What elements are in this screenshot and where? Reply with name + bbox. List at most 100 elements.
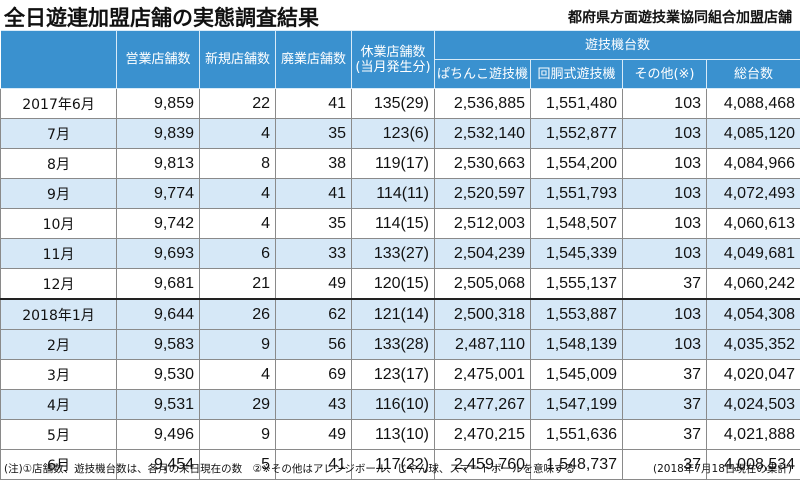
col-header-stores: 営業店舗数 [117, 31, 200, 89]
cell-stores: 9,774 [117, 179, 200, 209]
cell-new: 9 [200, 420, 276, 450]
cell-suspended: 133(27) [352, 239, 435, 269]
cell-new: 9 [200, 330, 276, 360]
cell-suspended: 123(17) [352, 360, 435, 390]
col-header-other: その他(※) [623, 60, 707, 89]
cell-slot: 1,552,877 [531, 119, 623, 149]
cell-stores: 9,693 [117, 239, 200, 269]
col-header-pachinko: ぱちんこ遊技機 [435, 60, 531, 89]
cell-total: 4,024,503 [707, 390, 800, 420]
footnote: (注)①店舗数、遊技機台数は、各月の末日現在の数 ②※その他はアレンジボール、じ… [4, 461, 575, 476]
cell-month: 12月 [1, 269, 117, 300]
cell-new: 4 [200, 119, 276, 149]
cell-new: 4 [200, 179, 276, 209]
cell-other: 37 [623, 269, 707, 300]
col-header-new: 新規店舗数 [200, 31, 276, 89]
cell-new: 26 [200, 299, 276, 330]
cell-suspended: 119(17) [352, 149, 435, 179]
cell-stores: 9,644 [117, 299, 200, 330]
cell-new: 8 [200, 149, 276, 179]
page-title: 全日遊連加盟店舗の実態調査結果 [4, 2, 319, 32]
cell-stores: 9,681 [117, 269, 200, 300]
cell-suspended: 133(28) [352, 330, 435, 360]
cell-pachinko: 2,475,001 [435, 360, 531, 390]
title-bar: 全日遊連加盟店舗の実態調査結果 都府県方面遊技業協同組合加盟店舗 [0, 0, 800, 30]
cell-slot: 1,551,480 [531, 89, 623, 119]
cell-total: 4,035,352 [707, 330, 800, 360]
col-header-total: 総台数 [707, 60, 800, 89]
cell-month: 8月 [1, 149, 117, 179]
cell-closed: 43 [276, 390, 352, 420]
cell-stores: 9,859 [117, 89, 200, 119]
cell-pachinko: 2,536,885 [435, 89, 531, 119]
cell-other: 37 [623, 390, 707, 420]
cell-suspended: 121(14) [352, 299, 435, 330]
cell-closed: 41 [276, 89, 352, 119]
cell-closed: 69 [276, 360, 352, 390]
cell-total: 4,060,613 [707, 209, 800, 239]
cell-pachinko: 2,532,140 [435, 119, 531, 149]
cell-other: 37 [623, 420, 707, 450]
col-header-closed: 廃業店舗数 [276, 31, 352, 89]
cell-month: 5月 [1, 420, 117, 450]
cell-pachinko: 2,512,003 [435, 209, 531, 239]
cell-other: 103 [623, 89, 707, 119]
cell-closed: 35 [276, 119, 352, 149]
col-header-suspended: 休業店舗数 (当月発生分) [352, 31, 435, 89]
cell-stores: 9,531 [117, 390, 200, 420]
cell-slot: 1,545,009 [531, 360, 623, 390]
cell-stores: 9,839 [117, 119, 200, 149]
cell-month: 11月 [1, 239, 117, 269]
cell-new: 29 [200, 390, 276, 420]
cell-suspended: 113(10) [352, 420, 435, 450]
cell-stores: 9,813 [117, 149, 200, 179]
cell-slot: 1,547,199 [531, 390, 623, 420]
cell-other: 37 [623, 360, 707, 390]
cell-total: 4,020,047 [707, 360, 800, 390]
cell-pachinko: 2,470,215 [435, 420, 531, 450]
cell-suspended: 120(15) [352, 269, 435, 300]
cell-new: 22 [200, 89, 276, 119]
cell-closed: 49 [276, 269, 352, 300]
date-note: (2018年7月18日現在の集計) [653, 461, 792, 476]
cell-total: 4,054,308 [707, 299, 800, 330]
cell-other: 103 [623, 179, 707, 209]
cell-other: 103 [623, 330, 707, 360]
cell-closed: 33 [276, 239, 352, 269]
cell-new: 4 [200, 209, 276, 239]
cell-slot: 1,553,887 [531, 299, 623, 330]
cell-total: 4,084,966 [707, 149, 800, 179]
cell-month: 10月 [1, 209, 117, 239]
cell-month: 4月 [1, 390, 117, 420]
cell-new: 4 [200, 360, 276, 390]
cell-other: 103 [623, 299, 707, 330]
cell-total: 4,060,242 [707, 269, 800, 300]
survey-table: 営業店舗数 新規店舗数 廃業店舗数 休業店舗数 (当月発生分) 遊技機台数 ぱち… [0, 30, 800, 480]
cell-closed: 56 [276, 330, 352, 360]
cell-suspended: 114(15) [352, 209, 435, 239]
cell-total: 4,072,493 [707, 179, 800, 209]
cell-month: 2018年1月 [1, 299, 117, 330]
cell-slot: 1,555,137 [531, 269, 623, 300]
cell-suspended: 135(29) [352, 89, 435, 119]
cell-total: 4,085,120 [707, 119, 800, 149]
col-header-suspended-line1: 休業店舗数 [352, 45, 434, 60]
cell-other: 103 [623, 149, 707, 179]
cell-month: 2017年6月 [1, 89, 117, 119]
cell-pachinko: 2,520,597 [435, 179, 531, 209]
col-header-slot: 回胴式遊技機 [531, 60, 623, 89]
cell-slot: 1,551,636 [531, 420, 623, 450]
cell-other: 103 [623, 239, 707, 269]
cell-total: 4,021,888 [707, 420, 800, 450]
cell-slot: 1,548,507 [531, 209, 623, 239]
